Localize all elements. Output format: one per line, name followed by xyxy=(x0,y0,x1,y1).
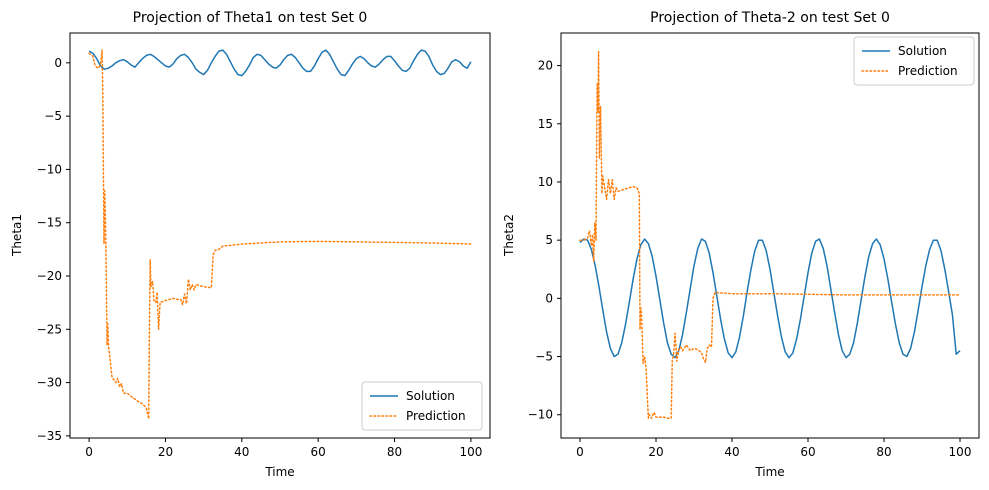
y-tick-label: 10 xyxy=(538,175,553,189)
y-tick-label: −15 xyxy=(37,216,62,230)
y-tick-label: 15 xyxy=(538,117,553,131)
legend-box xyxy=(853,36,975,86)
chart-title: Projection of Theta1 on test Set 0 xyxy=(133,10,368,26)
x-tick-label: 40 xyxy=(234,445,249,459)
legend: Solution Prediction xyxy=(853,36,975,86)
y-tick-label: 0 xyxy=(54,56,62,70)
y-tick-label: −5 xyxy=(535,350,553,364)
legend-label: Solution xyxy=(406,389,455,403)
y-tick-label: −35 xyxy=(37,429,62,443)
plot-area xyxy=(579,50,961,419)
x-tick-label: 60 xyxy=(311,445,326,459)
x-tick-label: 0 xyxy=(576,445,584,459)
chart-title: Projection of Theta-2 on test Set 0 xyxy=(650,10,890,26)
chart-theta1: Projection of Theta1 on test Set 0 0 20 40… xyxy=(10,10,491,479)
ticks-group: 0 20 40 60 80 100 20 15 10 5 0 −5 −10 xyxy=(528,59,972,459)
y-tick-label: −10 xyxy=(37,162,62,176)
x-tick-label: 100 xyxy=(459,445,482,459)
y-axis-label: Theta2 xyxy=(502,214,516,257)
y-tick-label: −20 xyxy=(37,269,62,283)
y-tick-label: 20 xyxy=(538,59,553,73)
y-tick-label: −25 xyxy=(37,322,62,336)
x-axis-label: Time xyxy=(754,465,784,479)
legend-label: Solution xyxy=(898,44,947,58)
series-line-solution xyxy=(579,238,961,359)
plot-area xyxy=(88,49,472,420)
ticks-group: 0 20 40 60 80 100 0 −5 −10 −15 −20 −25 −30 −35 xyxy=(37,56,483,459)
x-tick-label: 80 xyxy=(876,445,891,459)
x-tick-label: 20 xyxy=(648,445,663,459)
series-line-prediction xyxy=(88,49,472,420)
legend-label: Prediction xyxy=(898,64,958,78)
y-tick-label: 0 xyxy=(545,291,553,305)
legend-label: Prediction xyxy=(406,409,466,423)
axes-frame xyxy=(560,32,980,439)
legend-box xyxy=(361,381,483,431)
x-tick-label: 100 xyxy=(949,445,972,459)
y-tick-label: −10 xyxy=(528,408,553,422)
x-axis-label: Time xyxy=(264,465,294,479)
x-tick-label: 20 xyxy=(158,445,173,459)
x-tick-label: 0 xyxy=(85,445,93,459)
series-line-solution xyxy=(88,49,472,77)
chart-theta2: Projection of Theta-2 on test Set 0 0 20 4… xyxy=(502,10,980,479)
x-tick-label: 40 xyxy=(724,445,739,459)
x-tick-label: 80 xyxy=(387,445,402,459)
y-tick-label: −30 xyxy=(37,376,62,390)
legend: Solution Prediction xyxy=(361,381,483,431)
axes-frame xyxy=(69,32,491,439)
y-tick-label: 5 xyxy=(545,233,553,247)
x-tick-label: 60 xyxy=(800,445,815,459)
y-tick-label: −5 xyxy=(44,109,62,123)
series-line-prediction xyxy=(579,50,961,419)
y-axis-label: Theta1 xyxy=(10,214,24,257)
